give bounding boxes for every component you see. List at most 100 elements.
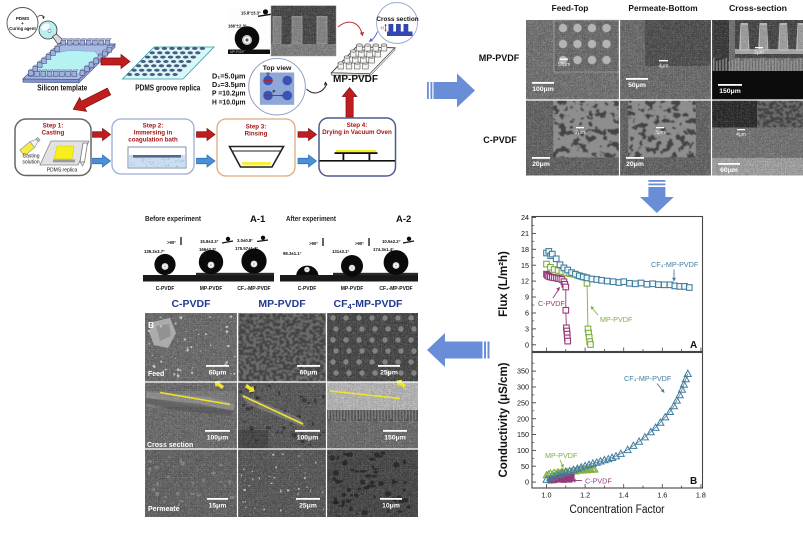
svg-text:250: 250 bbox=[517, 398, 529, 407]
svg-text:C-PVDF: C-PVDF bbox=[538, 299, 565, 308]
svg-text:150μm: 150μm bbox=[719, 88, 741, 95]
svg-text:C-PVDF: C-PVDF bbox=[156, 286, 175, 292]
svg-text:D₂=3.5μm: D₂=3.5μm bbox=[212, 80, 246, 89]
svg-text:50μm: 50μm bbox=[558, 62, 571, 68]
svg-text:C-PVDF: C-PVDF bbox=[298, 286, 317, 292]
svg-text:MP-PVDF: MP-PVDF bbox=[545, 451, 578, 460]
svg-text:166±2.3°: 166±2.3° bbox=[199, 247, 217, 252]
svg-text:Before experiment: Before experiment bbox=[145, 214, 202, 223]
svg-text:Rinsing: Rinsing bbox=[245, 131, 268, 138]
svg-text:25μm: 25μm bbox=[380, 370, 398, 377]
svg-text:175.57±1.3°: 175.57±1.3° bbox=[235, 246, 258, 251]
svg-text:Permeate-Bottom: Permeate-Bottom bbox=[628, 3, 697, 13]
svg-text:60μm: 60μm bbox=[300, 370, 318, 377]
svg-text:>90°: >90° bbox=[167, 240, 176, 245]
svg-text:15.8°±3.3°: 15.8°±3.3° bbox=[241, 11, 261, 16]
svg-text:10μm: 10μm bbox=[382, 503, 400, 510]
svg-text:C-PVDF: C-PVDF bbox=[483, 135, 517, 145]
svg-text:solution: solution bbox=[22, 160, 39, 166]
svg-text:0: 0 bbox=[525, 340, 529, 349]
svg-text:MP-PVDF: MP-PVDF bbox=[341, 286, 364, 292]
svg-text:Conductivity (μS/cm): Conductivity (μS/cm) bbox=[498, 362, 510, 477]
svg-text:20μm: 20μm bbox=[532, 161, 550, 168]
svg-text:PDMS replica: PDMS replica bbox=[47, 168, 78, 174]
svg-text:10.5±2.2°: 10.5±2.2° bbox=[382, 239, 401, 244]
svg-text:1.2: 1.2 bbox=[580, 491, 590, 500]
svg-text:300: 300 bbox=[517, 383, 529, 392]
svg-text:A-2: A-2 bbox=[396, 214, 411, 225]
svg-text:21: 21 bbox=[521, 229, 529, 238]
svg-text:1.0: 1.0 bbox=[542, 491, 552, 500]
svg-text:3.0±0.8°: 3.0±0.8° bbox=[237, 238, 253, 243]
svg-text:PDMS: PDMS bbox=[16, 16, 29, 21]
svg-text:D₁=5.0μm: D₁=5.0μm bbox=[212, 72, 246, 81]
svg-text:Silicon template: Silicon template bbox=[37, 84, 87, 93]
svg-text:CF4-MP-PVDF: CF4-MP-PVDF bbox=[334, 298, 404, 311]
svg-text:Step 1:: Step 1: bbox=[43, 123, 64, 130]
svg-text:1.8: 1.8 bbox=[696, 491, 706, 500]
svg-text:Permeate: Permeate bbox=[148, 506, 180, 513]
svg-text:MP-PVDF: MP-PVDF bbox=[258, 298, 306, 310]
svg-text:100μm: 100μm bbox=[297, 435, 319, 442]
svg-text:A: A bbox=[690, 340, 697, 351]
svg-text:CF₄-MP-PVDF: CF₄-MP-PVDF bbox=[379, 286, 412, 292]
svg-text:MP-PVDF: MP-PVDF bbox=[200, 286, 223, 292]
svg-text:50μm: 50μm bbox=[628, 82, 646, 89]
svg-text:174.3±1.4°: 174.3±1.4° bbox=[373, 247, 394, 252]
svg-text:60μm: 60μm bbox=[209, 370, 227, 377]
svg-text:4μm: 4μm bbox=[736, 132, 746, 138]
svg-text:Flux (L/m²h): Flux (L/m²h) bbox=[498, 251, 510, 317]
svg-text:Feed: Feed bbox=[148, 371, 164, 378]
svg-text:24: 24 bbox=[521, 213, 529, 222]
svg-text:3μm: 3μm bbox=[655, 130, 665, 136]
svg-text:3: 3 bbox=[525, 325, 529, 334]
svg-text:50: 50 bbox=[521, 462, 529, 471]
svg-text:150μm: 150μm bbox=[384, 435, 406, 442]
svg-text:CF₄-MP-PVDF: CF₄-MP-PVDF bbox=[624, 374, 672, 383]
svg-text:15μm: 15μm bbox=[209, 503, 227, 510]
svg-text:CF₄-MP-PVDF: CF₄-MP-PVDF bbox=[237, 286, 270, 292]
svg-text:1.4: 1.4 bbox=[619, 491, 629, 500]
svg-text:15.8±3.3°: 15.8±3.3° bbox=[200, 239, 219, 244]
svg-text:12: 12 bbox=[521, 277, 529, 286]
svg-text:0: 0 bbox=[525, 478, 529, 487]
svg-text:C-PVDF: C-PVDF bbox=[585, 477, 612, 486]
svg-text:B: B bbox=[148, 320, 154, 330]
svg-text:131±3.1°: 131±3.1° bbox=[332, 249, 350, 254]
svg-text:D: D bbox=[267, 72, 270, 77]
svg-text:Immersing in: Immersing in bbox=[134, 130, 173, 137]
svg-text:Casting: Casting bbox=[23, 154, 40, 160]
svg-text:coagulation bath: coagulation bath bbox=[128, 137, 178, 144]
svg-text:CF₄-MP-PVDF: CF₄-MP-PVDF bbox=[651, 260, 699, 269]
svg-text:100μm: 100μm bbox=[207, 435, 229, 442]
svg-text:3μm: 3μm bbox=[754, 50, 764, 56]
svg-text:4μm: 4μm bbox=[659, 64, 669, 70]
svg-text:100: 100 bbox=[517, 446, 529, 455]
svg-text:25μm: 25μm bbox=[299, 503, 317, 510]
svg-text:Curing agent: Curing agent bbox=[9, 26, 36, 31]
svg-text:98.3±1.1°: 98.3±1.1° bbox=[283, 251, 302, 256]
svg-text:PDMS groove replica: PDMS groove replica bbox=[135, 84, 200, 93]
svg-text:Step 2:: Step 2: bbox=[143, 123, 164, 130]
svg-text:6: 6 bbox=[525, 309, 529, 318]
svg-text:20μm: 20μm bbox=[626, 161, 644, 168]
svg-text:Cross section: Cross section bbox=[376, 16, 418, 23]
svg-text:350: 350 bbox=[517, 367, 529, 376]
svg-text:Concentration Factor: Concentration Factor bbox=[570, 504, 665, 516]
svg-text:150: 150 bbox=[517, 430, 529, 439]
svg-text:200: 200 bbox=[517, 414, 529, 423]
svg-text:2μm: 2μm bbox=[575, 130, 585, 136]
svg-text:B: B bbox=[690, 476, 697, 487]
svg-text:60μm: 60μm bbox=[720, 167, 738, 174]
svg-text:Cross section: Cross section bbox=[147, 442, 193, 449]
svg-text:P =10.2μm: P =10.2μm bbox=[212, 89, 246, 98]
svg-text:MP-PVDF: MP-PVDF bbox=[479, 53, 520, 63]
svg-text:139.2±3.7°: 139.2±3.7° bbox=[144, 249, 165, 254]
svg-text:H: H bbox=[381, 26, 384, 31]
svg-text:P: P bbox=[273, 89, 276, 94]
svg-text:Feed-Top: Feed-Top bbox=[552, 3, 589, 13]
svg-text:MP-PVDF: MP-PVDF bbox=[230, 50, 245, 54]
svg-text:18: 18 bbox=[521, 245, 529, 254]
svg-text:A-1: A-1 bbox=[250, 214, 266, 225]
svg-text:9: 9 bbox=[525, 293, 529, 302]
